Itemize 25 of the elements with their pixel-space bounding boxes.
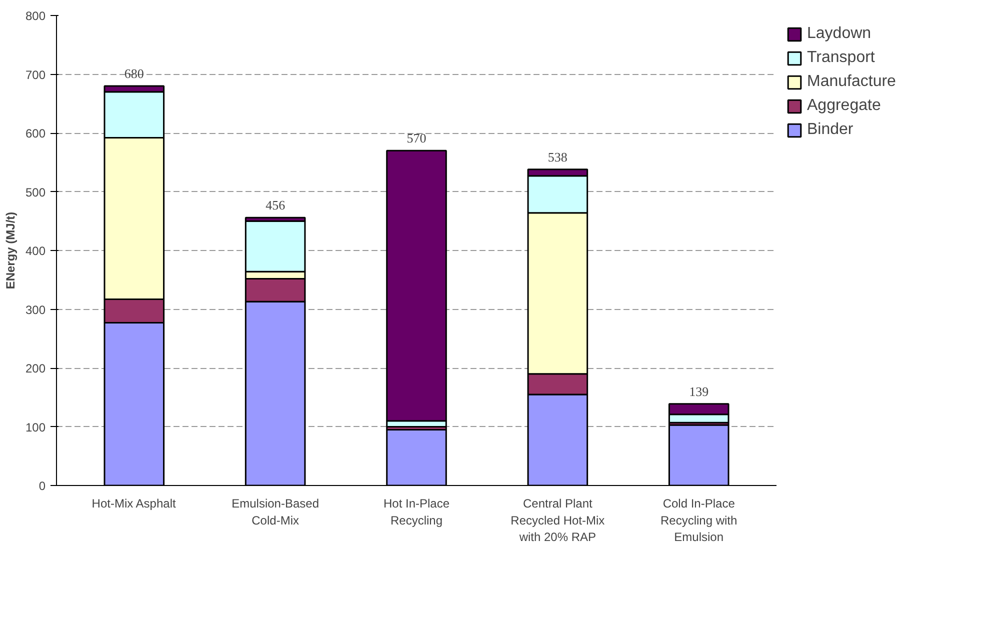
total-label: 680 xyxy=(124,66,144,81)
total-label: 139 xyxy=(689,384,709,399)
x-tick-label: Emulsion-Based Cold-Mix xyxy=(232,496,320,528)
y-tick-label: 0 xyxy=(38,479,46,493)
y-tick-label: 200 xyxy=(25,362,46,376)
y-tick-label: 500 xyxy=(25,185,46,200)
x-tick-label: Cold In-Place Recycling with Emulsion xyxy=(660,496,738,544)
y-tick-label: 800 xyxy=(25,9,46,23)
total-label: 570 xyxy=(406,130,426,146)
y-tick-label: 600 xyxy=(25,126,46,140)
x-tick-label: Central Plant Recycled Hot-Mix with 20% RAP xyxy=(510,496,605,544)
y-axis-title: ENergy (MJ/t) xyxy=(3,212,18,290)
legend-label: Binder xyxy=(807,121,854,139)
x-tick-label: Hot In-Place Recycling xyxy=(383,496,450,528)
legend-label: Laydown xyxy=(807,25,872,43)
total-label: 538 xyxy=(548,149,568,164)
y-tick-label: 300 xyxy=(25,302,46,317)
legend-label: Aggregate xyxy=(807,97,881,115)
y-tick-label: 400 xyxy=(25,244,46,258)
x-tick-label: Hot-Mix Asphalt xyxy=(92,496,176,510)
y-tick-label: 700 xyxy=(25,68,46,82)
legend-label: Transport xyxy=(807,49,875,67)
y-tick-label: 100 xyxy=(25,420,46,434)
legend-label: Manufacture xyxy=(807,73,896,91)
total-label: 456 xyxy=(266,198,286,213)
